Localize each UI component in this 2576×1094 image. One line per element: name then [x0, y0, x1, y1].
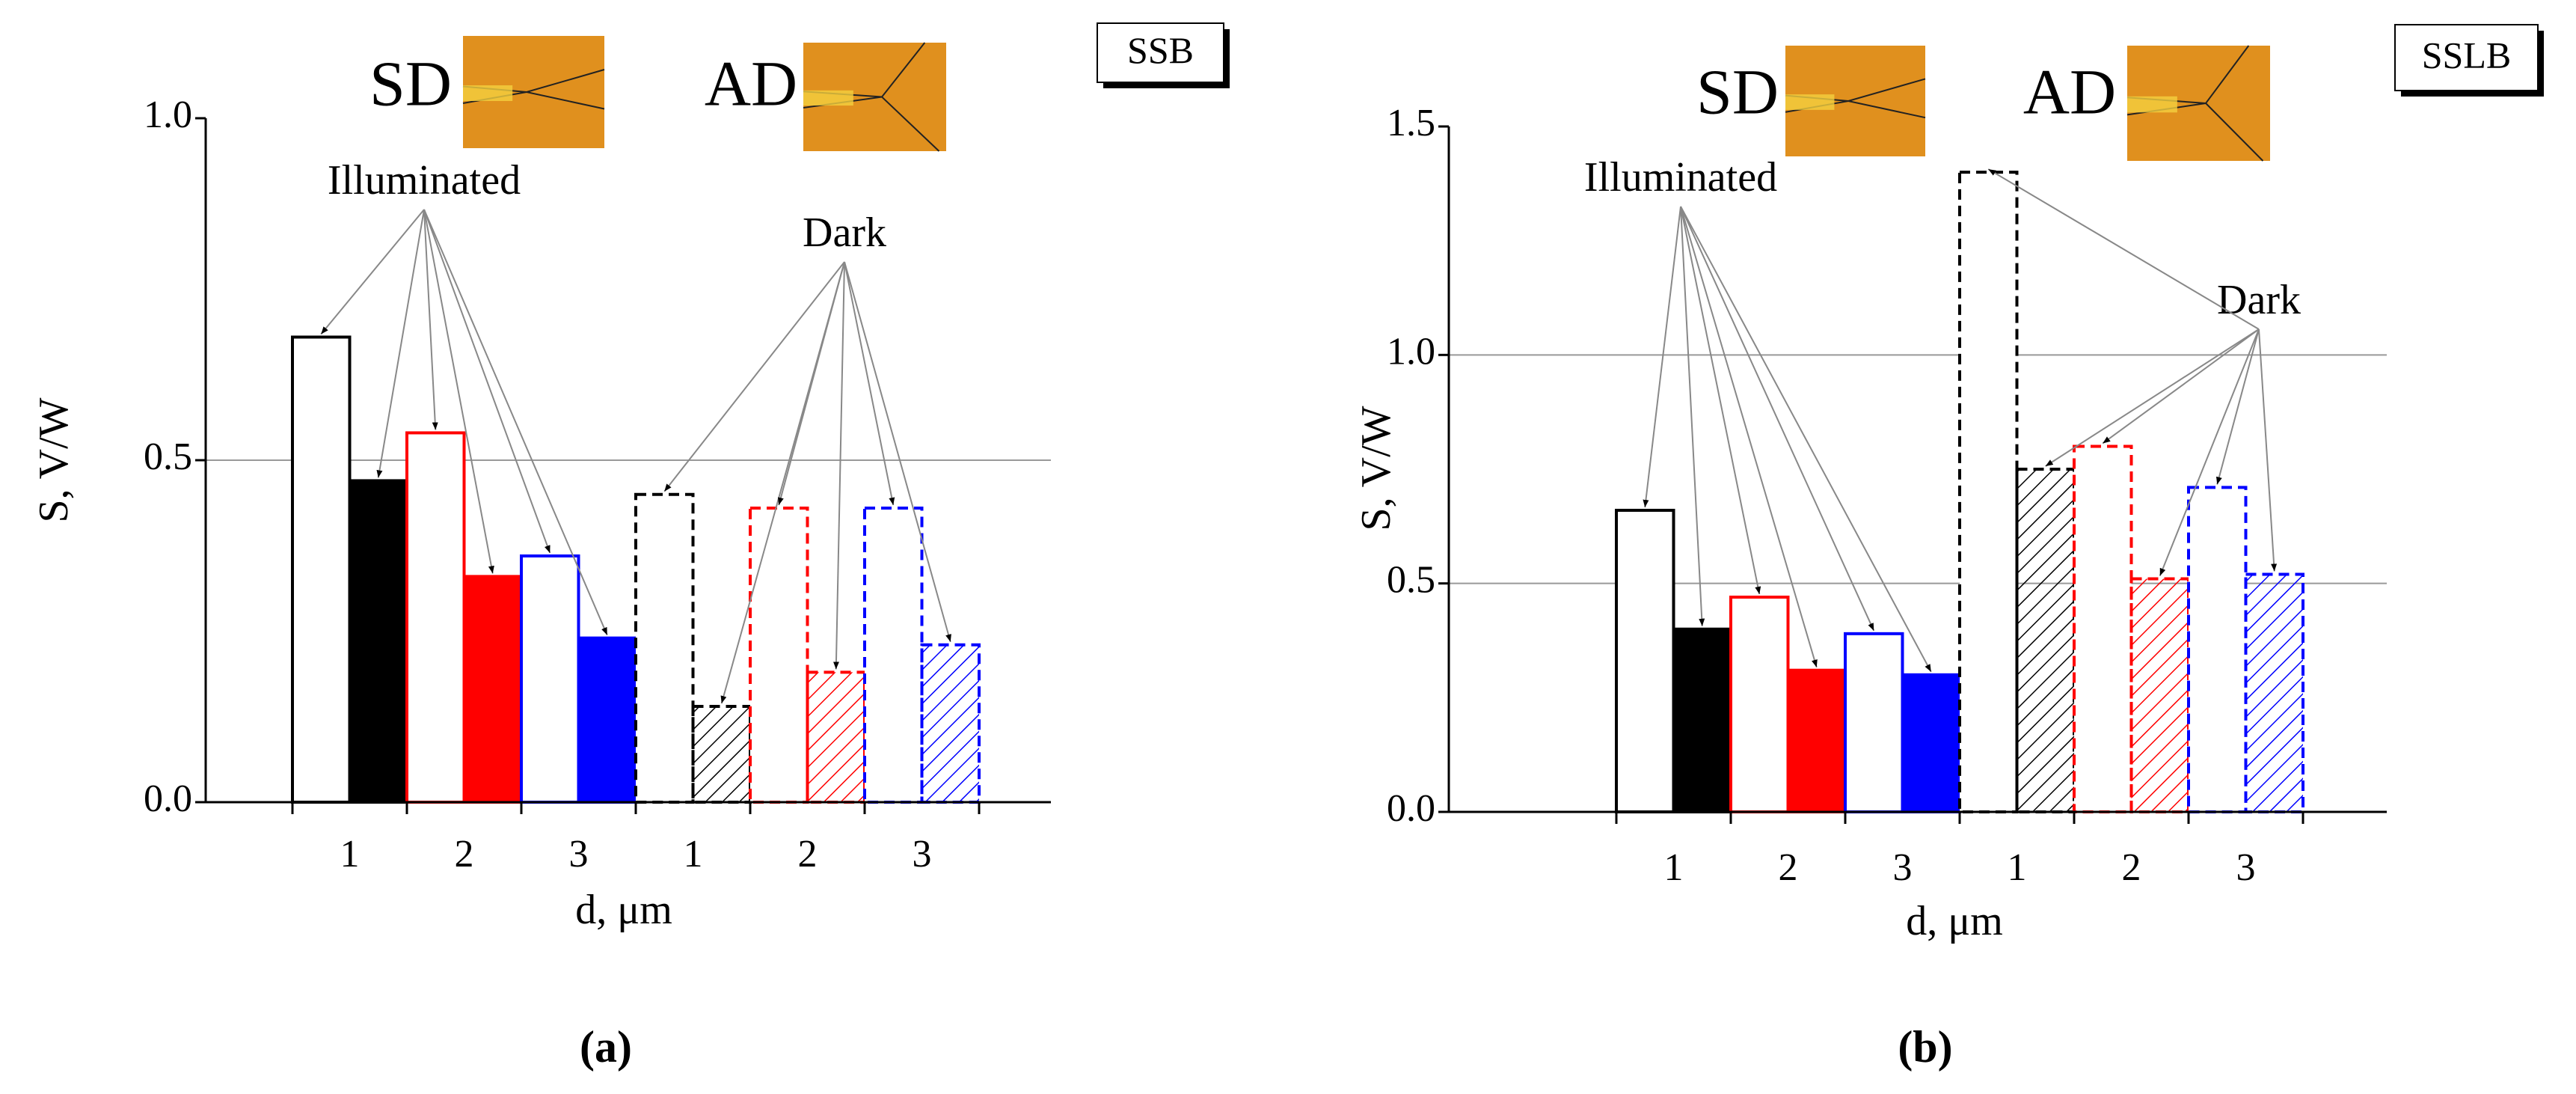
pointer-line: [376, 209, 425, 478]
y-axis-label: S, V/W: [31, 397, 77, 522]
bar: [577, 636, 637, 804]
image-label: SD: [1696, 56, 1779, 128]
annotation: Dark: [2217, 277, 2301, 323]
box-label: SSLB: [2422, 34, 2512, 76]
pointer-line: [844, 261, 951, 643]
x-tick-label: 3: [2236, 846, 2256, 889]
x-axis-label: d, μm: [575, 887, 672, 933]
panel: 0.0 0.5 1.0 1 2 3 1 2 3 Illuminated Dark SD AD SSB S, …: [31, 22, 1230, 1072]
bar: [920, 643, 981, 804]
pointer-line: [1643, 206, 1681, 508]
annotation: Illuminated: [328, 157, 521, 204]
bar: [863, 506, 924, 804]
y-tick-label: 0.0: [144, 777, 192, 820]
bar: [691, 705, 752, 804]
pointer-line: [832, 261, 845, 670]
bar: [291, 335, 352, 804]
box-label: SSB: [1127, 29, 1194, 71]
pointer-line: [1680, 206, 1761, 595]
x-tick-label: 1: [1664, 846, 1684, 889]
pointer-line: [1680, 206, 1875, 632]
pointer-line: [663, 261, 845, 492]
photo-tip: [803, 90, 853, 106]
bar: [1615, 508, 1675, 814]
x-tick-label: 3: [1893, 846, 1913, 889]
pointer-line: [844, 261, 895, 506]
box: [1097, 22, 1224, 83]
annotation: Illuminated: [1584, 154, 1777, 201]
x-tick-label: 1: [684, 833, 703, 875]
bar: [2015, 468, 2076, 813]
box: [2394, 24, 2539, 91]
pointer-line: [423, 209, 438, 430]
y-tick-label: 1.0: [144, 94, 192, 136]
bar: [806, 670, 866, 804]
x-tick-label: 1: [2008, 846, 2027, 889]
bar: [2244, 572, 2304, 813]
pointer-line: [1680, 206, 1818, 667]
pointer-line: [423, 209, 608, 636]
photo-tip: [1785, 94, 1835, 110]
bar: [1786, 668, 1847, 814]
image-label: AD: [705, 48, 797, 120]
x-tick-label: 2: [1779, 846, 1798, 889]
panel-label: (a): [580, 1022, 632, 1072]
bar: [462, 575, 523, 804]
photo-tip: [463, 85, 513, 101]
y-tick-label: 0.5: [144, 436, 192, 478]
pointer-line: [1680, 206, 1932, 673]
pointer-line: [1987, 168, 2260, 330]
x-tick-label: 2: [455, 833, 474, 875]
x-axis-label: d, μm: [1906, 898, 2003, 944]
image-label: AD: [2023, 56, 2116, 128]
bar: [1958, 171, 2019, 814]
bar: [2187, 486, 2248, 814]
bar: [1672, 627, 1732, 813]
x-tick-label: 2: [2122, 846, 2141, 889]
bar: [2129, 577, 2190, 813]
y-axis-label: S, V/W: [1353, 406, 1399, 531]
pointer-line: [423, 209, 494, 574]
bar: [1844, 632, 1904, 814]
bar: [634, 492, 695, 804]
bar: [1901, 673, 1961, 813]
y-tick-label: 1.0: [1387, 330, 1435, 373]
pointer-line: [2102, 328, 2260, 444]
photo-tip: [2127, 96, 2177, 113]
x-tick-label: 3: [913, 833, 932, 875]
x-tick-label: 1: [340, 833, 360, 875]
bar: [405, 431, 466, 804]
panel: 0.0 0.5 1.0 1.5 1 2 3 1 2 3 Illuminated Dark SD AD SSL…: [1353, 24, 2544, 1072]
pointer-line: [2258, 328, 2278, 572]
pointer-line: [2045, 328, 2260, 467]
pointer-line: [320, 209, 425, 335]
image-label: SD: [369, 48, 452, 120]
pointer-line: [1680, 206, 1705, 626]
bar: [2073, 444, 2133, 813]
y-tick-label: 0.5: [1387, 559, 1435, 602]
x-tick-label: 3: [569, 833, 589, 875]
annotation: Dark: [803, 210, 886, 256]
pointer-line: [2215, 328, 2260, 485]
panel-label: (b): [1898, 1022, 1952, 1072]
bar: [749, 506, 809, 804]
y-tick-label: 0.0: [1387, 787, 1435, 830]
pointer-line: [777, 261, 845, 506]
bar: [1729, 595, 1790, 814]
bar: [520, 554, 580, 804]
pointer-line: [2159, 328, 2260, 576]
y-tick-label: 1.5: [1387, 102, 1435, 144]
x-tick-label: 2: [798, 833, 818, 875]
bar: [348, 479, 408, 804]
pointer-line: [423, 209, 551, 554]
